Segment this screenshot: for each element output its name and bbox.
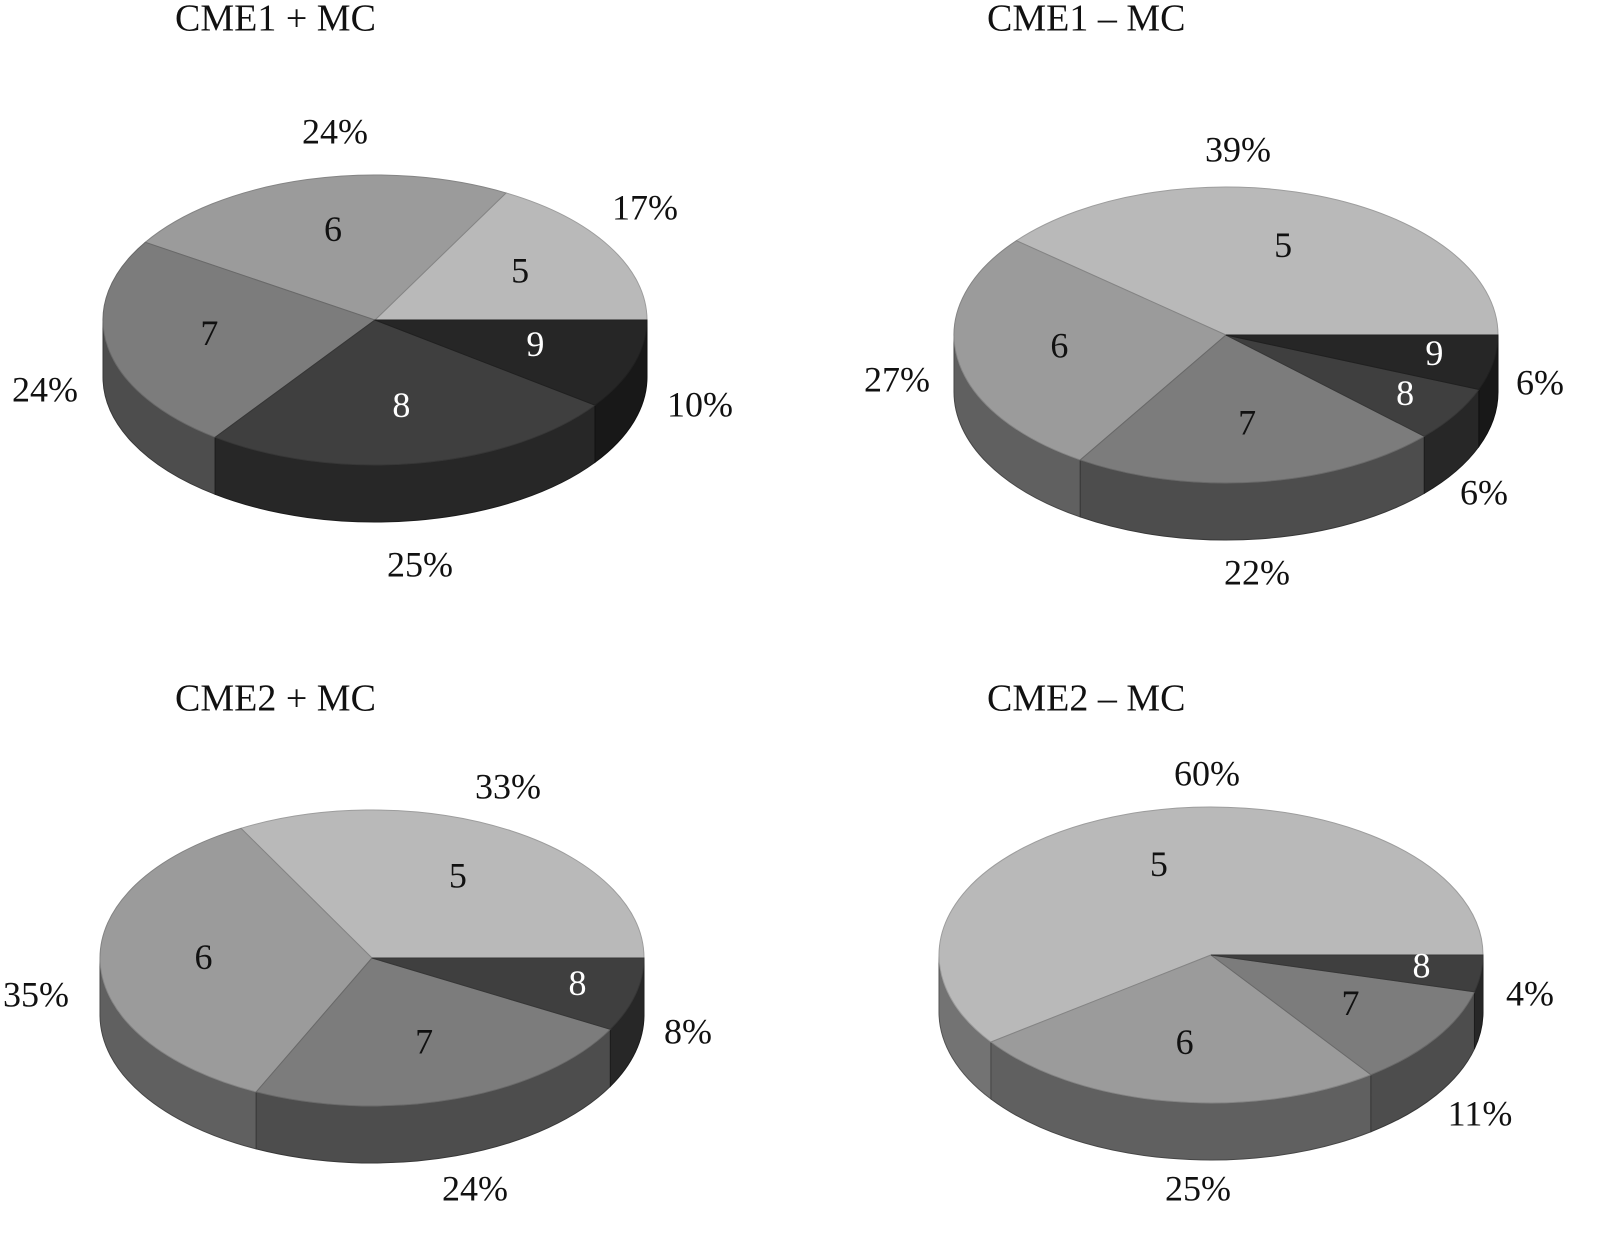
slice-category-label: 5: [511, 251, 529, 291]
pie-slice-7: [102, 241, 377, 438]
slice-percent-label: 10%: [667, 384, 733, 424]
pie-slice-5: [373, 192, 648, 321]
slice-category-label: 7: [1238, 402, 1256, 442]
pie-slice-8: [1210, 954, 1484, 993]
slice-percent-label: 39%: [1205, 129, 1271, 169]
pie-slice-6: [144, 174, 508, 321]
slice-percent-label: 24%: [12, 369, 78, 409]
slice-category-label: 8: [568, 963, 586, 1003]
pie-slice-8: [371, 957, 645, 1030]
slice-percent-label: 25%: [1165, 1168, 1231, 1208]
slice-percent-label: 24%: [302, 111, 368, 151]
slice-category-label: 7: [415, 1022, 433, 1062]
pie-slice-6: [989, 954, 1372, 1104]
slice-category-label: 6: [324, 209, 342, 249]
slice-category-label: 5: [1274, 225, 1292, 265]
pie-slice-7: [1210, 954, 1476, 1076]
chart-title: CME1 – MC: [987, 0, 1185, 40]
slice-percent-label: 24%: [442, 1168, 508, 1208]
slice-percent-label: 22%: [1224, 552, 1290, 592]
slice-percent-label: 27%: [864, 359, 930, 399]
pie-sides: [99, 957, 645, 1164]
slice-category-label: 6: [194, 937, 212, 977]
slice-percent-label: 33%: [475, 766, 541, 806]
slice-category-label: 8: [392, 385, 410, 425]
chart-title: CME2 – MC: [987, 678, 1185, 720]
slice-percent-label: 60%: [1174, 753, 1240, 793]
pie-slice-5: [1015, 186, 1499, 336]
pie-sides: [938, 954, 1484, 1161]
slice-percent-label: 35%: [3, 974, 69, 1014]
slice-percent-label: 8%: [664, 1011, 712, 1051]
pie-slice-7: [255, 957, 612, 1107]
slice-category-label: 6: [1050, 326, 1068, 366]
slice-category-label: 8: [1412, 946, 1430, 986]
slice-percent-label: 17%: [612, 187, 678, 227]
slice-category-label: 9: [1425, 333, 1443, 373]
pie-slice-5: [240, 809, 645, 959]
chart-title: CME1 + MC: [175, 0, 376, 40]
pie-chart-1: CME1 + MC 5 6 7 8 9 17% 24% 24% 25% 10%: [12, 0, 733, 584]
slice-percent-label: 4%: [1506, 973, 1554, 1013]
slice-percent-label: 25%: [387, 544, 453, 584]
slice-category-label: 8: [1396, 373, 1414, 413]
pie-slice-7: [1079, 334, 1426, 484]
slice-category-label: 9: [526, 324, 544, 364]
pie-slice-6: [99, 827, 373, 1093]
pie-chart-2: CME1 – MC 5 6 7 89 39% 27% 22% 6% 6%: [864, 0, 1564, 592]
pie-slice-6: [953, 240, 1227, 461]
slice-category-label: 5: [1150, 844, 1168, 884]
chart-title: CME2 + MC: [175, 678, 376, 720]
slice-category-label: 7: [200, 313, 218, 353]
slice-percent-label: 6%: [1460, 472, 1508, 512]
pie-sides: [953, 334, 1499, 541]
pie-chart-3: CME2 + MC 5 6 7 8 33% 35% 24% 8%: [3, 678, 712, 1209]
pie-slice-9: [374, 319, 648, 406]
slice-category-label: 6: [1176, 1022, 1194, 1062]
pie-slice-9: [1225, 334, 1499, 391]
pie-slice-5: [938, 806, 1484, 1043]
slice-category-label: 5: [449, 855, 467, 895]
pie-chart-4: CME2 – MC 5 6 7 8 60% 25% 11% 4%: [938, 678, 1554, 1208]
pie-slice-8: [214, 319, 597, 466]
slice-percent-label: 6%: [1516, 362, 1564, 402]
slice-percent-label: 11%: [1448, 1093, 1513, 1133]
slice-category-label: 7: [1341, 983, 1359, 1023]
